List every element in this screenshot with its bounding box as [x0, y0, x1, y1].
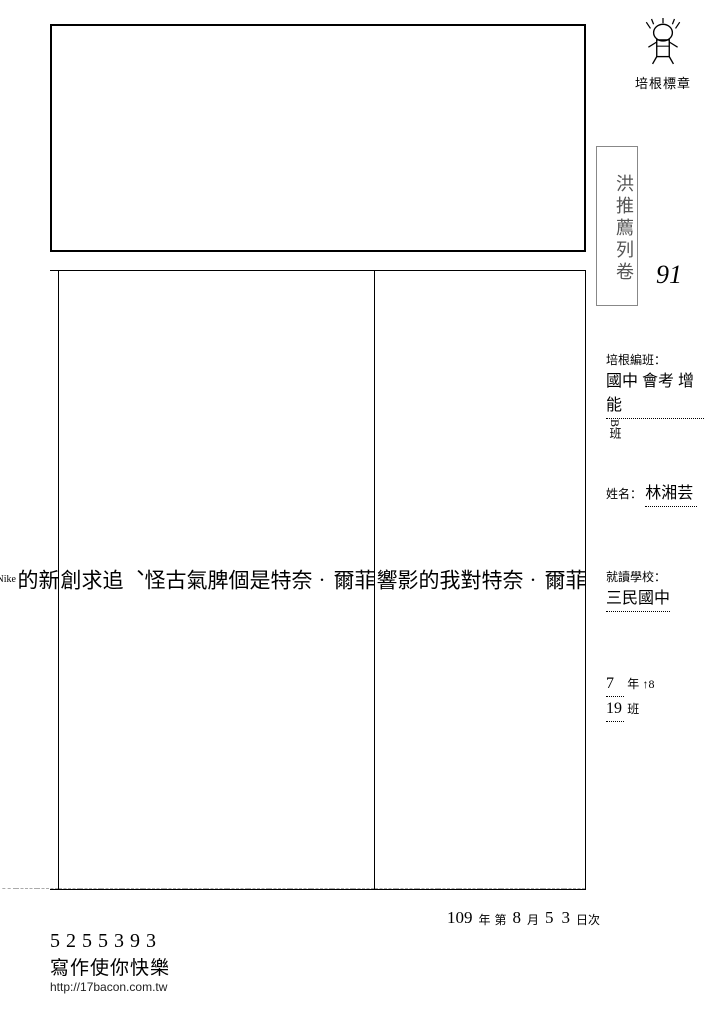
grade-b: 19	[606, 697, 624, 722]
manuscript-grid: 菲爾·奈特對我的影響菲爾·奈特是個脾氣古怪、追求創新的Nike創辦人。1960年…	[50, 270, 586, 890]
footer-url: http://17bacon.com.tw	[50, 980, 610, 994]
grade-b-label: 班	[627, 702, 639, 716]
grid-cell: 特	[480, 271, 501, 889]
grid-column: 新的Nike創辦人。1960年時德國製的鞋子足	[0, 271, 58, 889]
class-value: 國中 會考 增能	[606, 370, 704, 419]
motto: 寫作使你快樂	[50, 953, 610, 980]
grid-cell: 奈	[501, 271, 522, 889]
grid-cell: 創	[59, 271, 80, 889]
grid-cell: 特	[269, 271, 290, 889]
grid-cell: 菲	[564, 271, 585, 889]
grid-cell: 古	[164, 271, 185, 889]
grid-cell: Nike	[0, 271, 16, 889]
grid-cell: 新	[37, 271, 58, 889]
grade-a-label: 年	[627, 677, 639, 691]
serial-number: 5255393	[50, 930, 610, 953]
grid-column: 菲爾·奈特是個脾氣古怪、追求創	[58, 271, 374, 889]
top-comment-box	[50, 24, 586, 252]
date-seq: 3	[561, 908, 570, 928]
date-year: 109	[447, 908, 473, 928]
grade-a: 7	[606, 672, 624, 697]
grid-cell: ·	[311, 271, 332, 889]
date-month-label: 月	[527, 911, 539, 928]
grid-cell: 影	[396, 271, 417, 889]
grid-cell: 求	[80, 271, 101, 889]
page-root: 培根標章 洪推薦列卷 91 培根編班： 國中 會考 增能 B班 姓名： 林湘芸 …	[0, 0, 724, 1024]
grid-cell: 氣	[185, 271, 206, 889]
class-label: 培根編班：	[606, 353, 666, 367]
date-count-label: 日次	[576, 911, 600, 928]
grid-cell: 的	[16, 271, 37, 889]
date-day: 5	[545, 908, 554, 928]
school-label: 就讀學校：	[606, 570, 666, 584]
date-year-label: 年	[478, 911, 490, 928]
grid-cell: ·	[522, 271, 543, 889]
grid-cell: 響	[375, 271, 396, 889]
grade-annot: ↑8	[643, 677, 655, 691]
grid-cell: 、	[122, 271, 143, 889]
grid-cell: 個	[227, 271, 248, 889]
side-info: 培根編班： 國中 會考 增能 B班 姓名： 林湘芸 就讀學校： 三民國中 7 年…	[606, 350, 704, 760]
grid-cell: 對	[459, 271, 480, 889]
grid-cell: 怪	[143, 271, 164, 889]
grid-column: 菲爾·奈特對我的影響	[374, 271, 585, 889]
name-value: 林湘芸	[645, 482, 697, 507]
page-number: 91	[656, 260, 682, 290]
grid-cell: 爾	[332, 271, 353, 889]
grid-cell: 追	[101, 271, 122, 889]
logo-area: 培根標章	[634, 18, 692, 92]
grid-cell: 的	[417, 271, 438, 889]
grid-cell: 奈	[290, 271, 311, 889]
footer: 5255393 寫作使你快樂 http://17bacon.com.tw	[50, 930, 610, 994]
logo-caption: 培根標章	[634, 73, 692, 92]
bacon-logo-icon	[642, 18, 684, 66]
grid-cell: 爾	[543, 271, 564, 889]
grid-cell: 脾	[206, 271, 227, 889]
grid-cell: 菲	[353, 271, 374, 889]
grid-cell: 是	[248, 271, 269, 889]
grid-cell: 我	[438, 271, 459, 889]
date-area: 109 年 第 8 月 5 3 日次	[445, 908, 600, 928]
date-seq-label: 第	[494, 911, 506, 928]
date-month: 8	[512, 908, 521, 928]
recommendation-stamp: 洪推薦列卷	[596, 146, 638, 306]
school-value: 三民國中	[606, 587, 670, 612]
class-annot: B班	[606, 419, 624, 439]
name-label: 姓名：	[606, 487, 642, 501]
